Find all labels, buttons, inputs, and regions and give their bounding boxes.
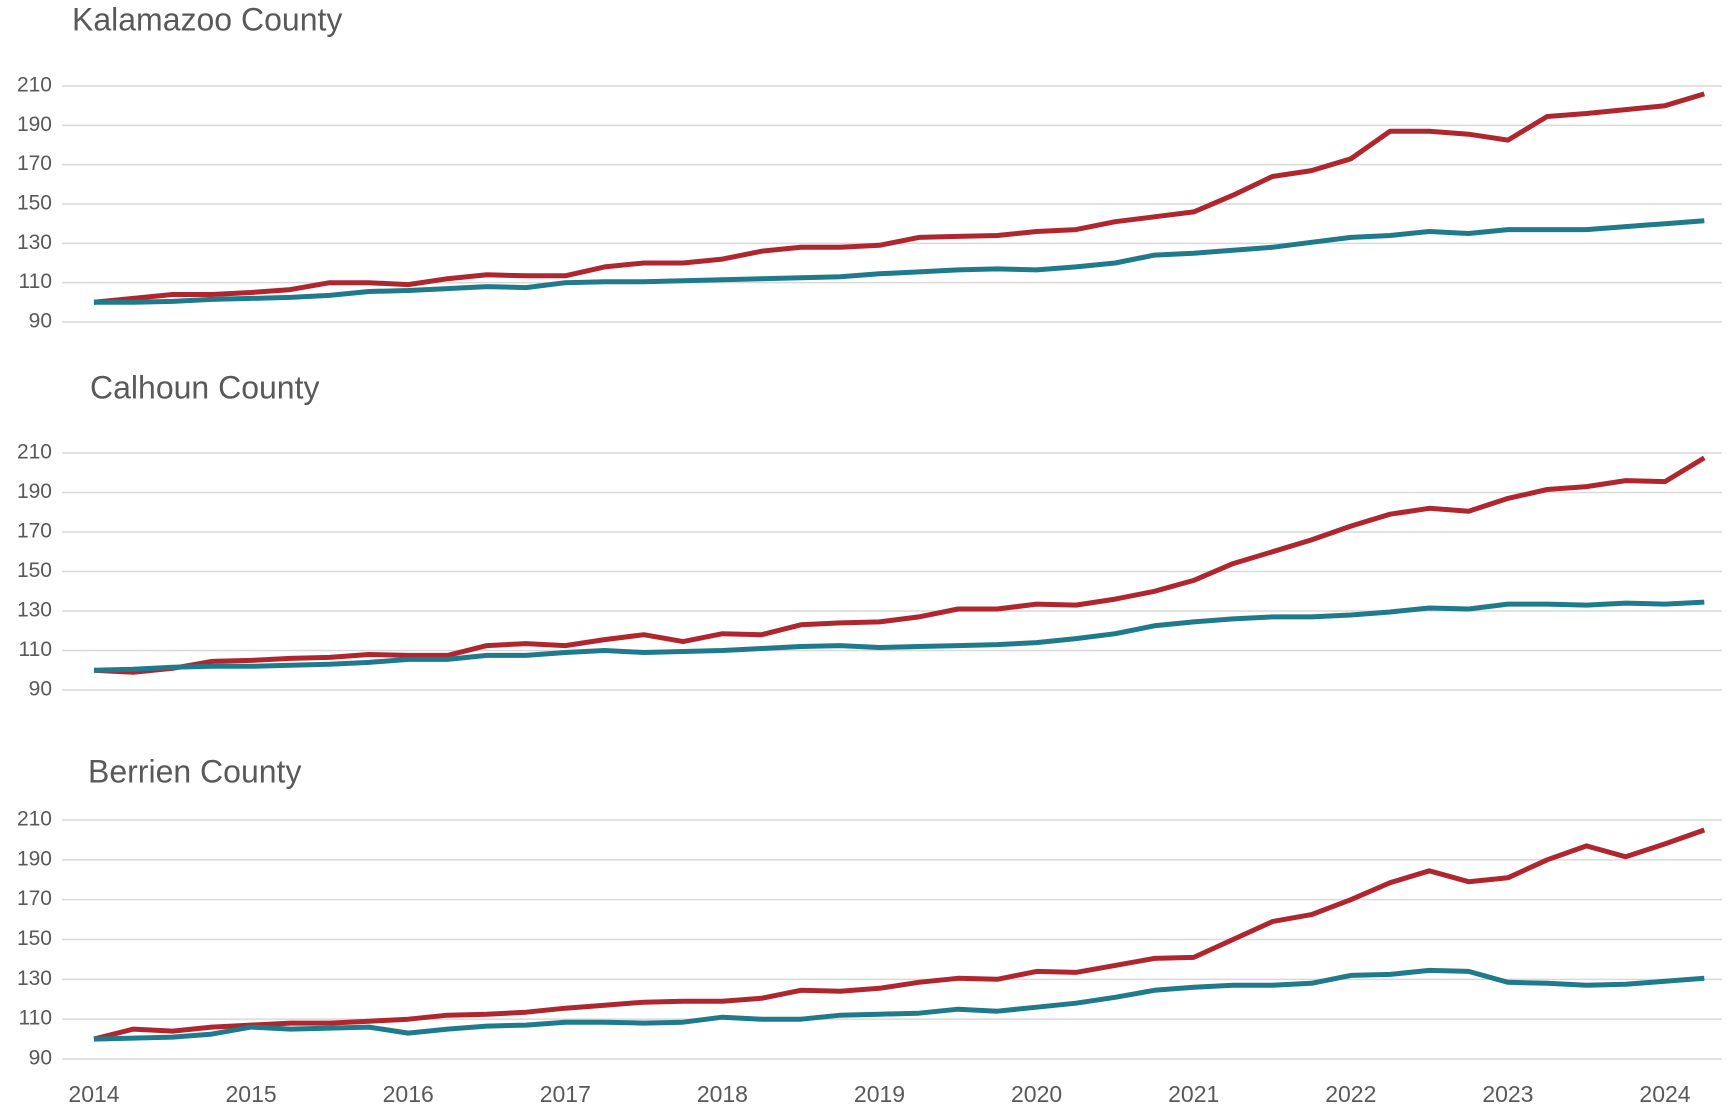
x-tick-label: 2014 [68,1081,119,1106]
y-tick-label: 190 [17,113,52,136]
y-tick-label: 210 [17,74,52,97]
chart-title: Kalamazoo County [72,1,342,37]
x-tick-label: 2023 [1482,1081,1533,1106]
y-tick-label: 170 [17,887,52,910]
x-tick-label: 2022 [1325,1081,1376,1106]
y-tick-label: 190 [17,847,52,870]
y-tick-label: 130 [17,967,52,990]
y-tick-label: 130 [17,599,52,622]
y-tick-label: 150 [17,559,52,582]
series-line [94,218,1705,305]
y-tick-label: 90 [29,310,52,333]
x-tick-label: 2024 [1639,1081,1690,1106]
y-tick-label: 150 [17,192,52,215]
x-tick-label: 2020 [1011,1081,1062,1106]
y-tick-label: 190 [17,480,52,503]
x-tick-label: 2016 [383,1081,434,1106]
y-tick-label: 110 [19,270,52,293]
series-line [93,91,1706,305]
x-tick-label: 2018 [697,1081,748,1106]
x-tick-label: 2021 [1168,1081,1219,1106]
y-tick-label: 90 [29,1047,52,1070]
chart-title: Berrien County [88,753,301,789]
x-tick-label: 2017 [540,1081,591,1106]
y-tick-label: 170 [17,520,52,543]
series-line [93,967,1705,1042]
y-tick-label: 170 [17,152,52,175]
x-tick-label: 2019 [854,1081,905,1106]
series-line [93,599,1705,673]
y-tick-label: 150 [17,927,52,950]
series-line [93,827,1706,1042]
y-tick-label: 110 [19,1007,52,1030]
x-tick-label: 2015 [226,1081,277,1106]
y-tick-label: 130 [17,231,52,254]
series-line [93,455,1706,675]
chart-title: Calhoun County [90,369,319,405]
y-tick-label: 210 [17,808,52,831]
y-tick-label: 110 [19,638,52,661]
y-tick-label: 210 [17,441,52,464]
y-tick-label: 90 [29,678,52,701]
